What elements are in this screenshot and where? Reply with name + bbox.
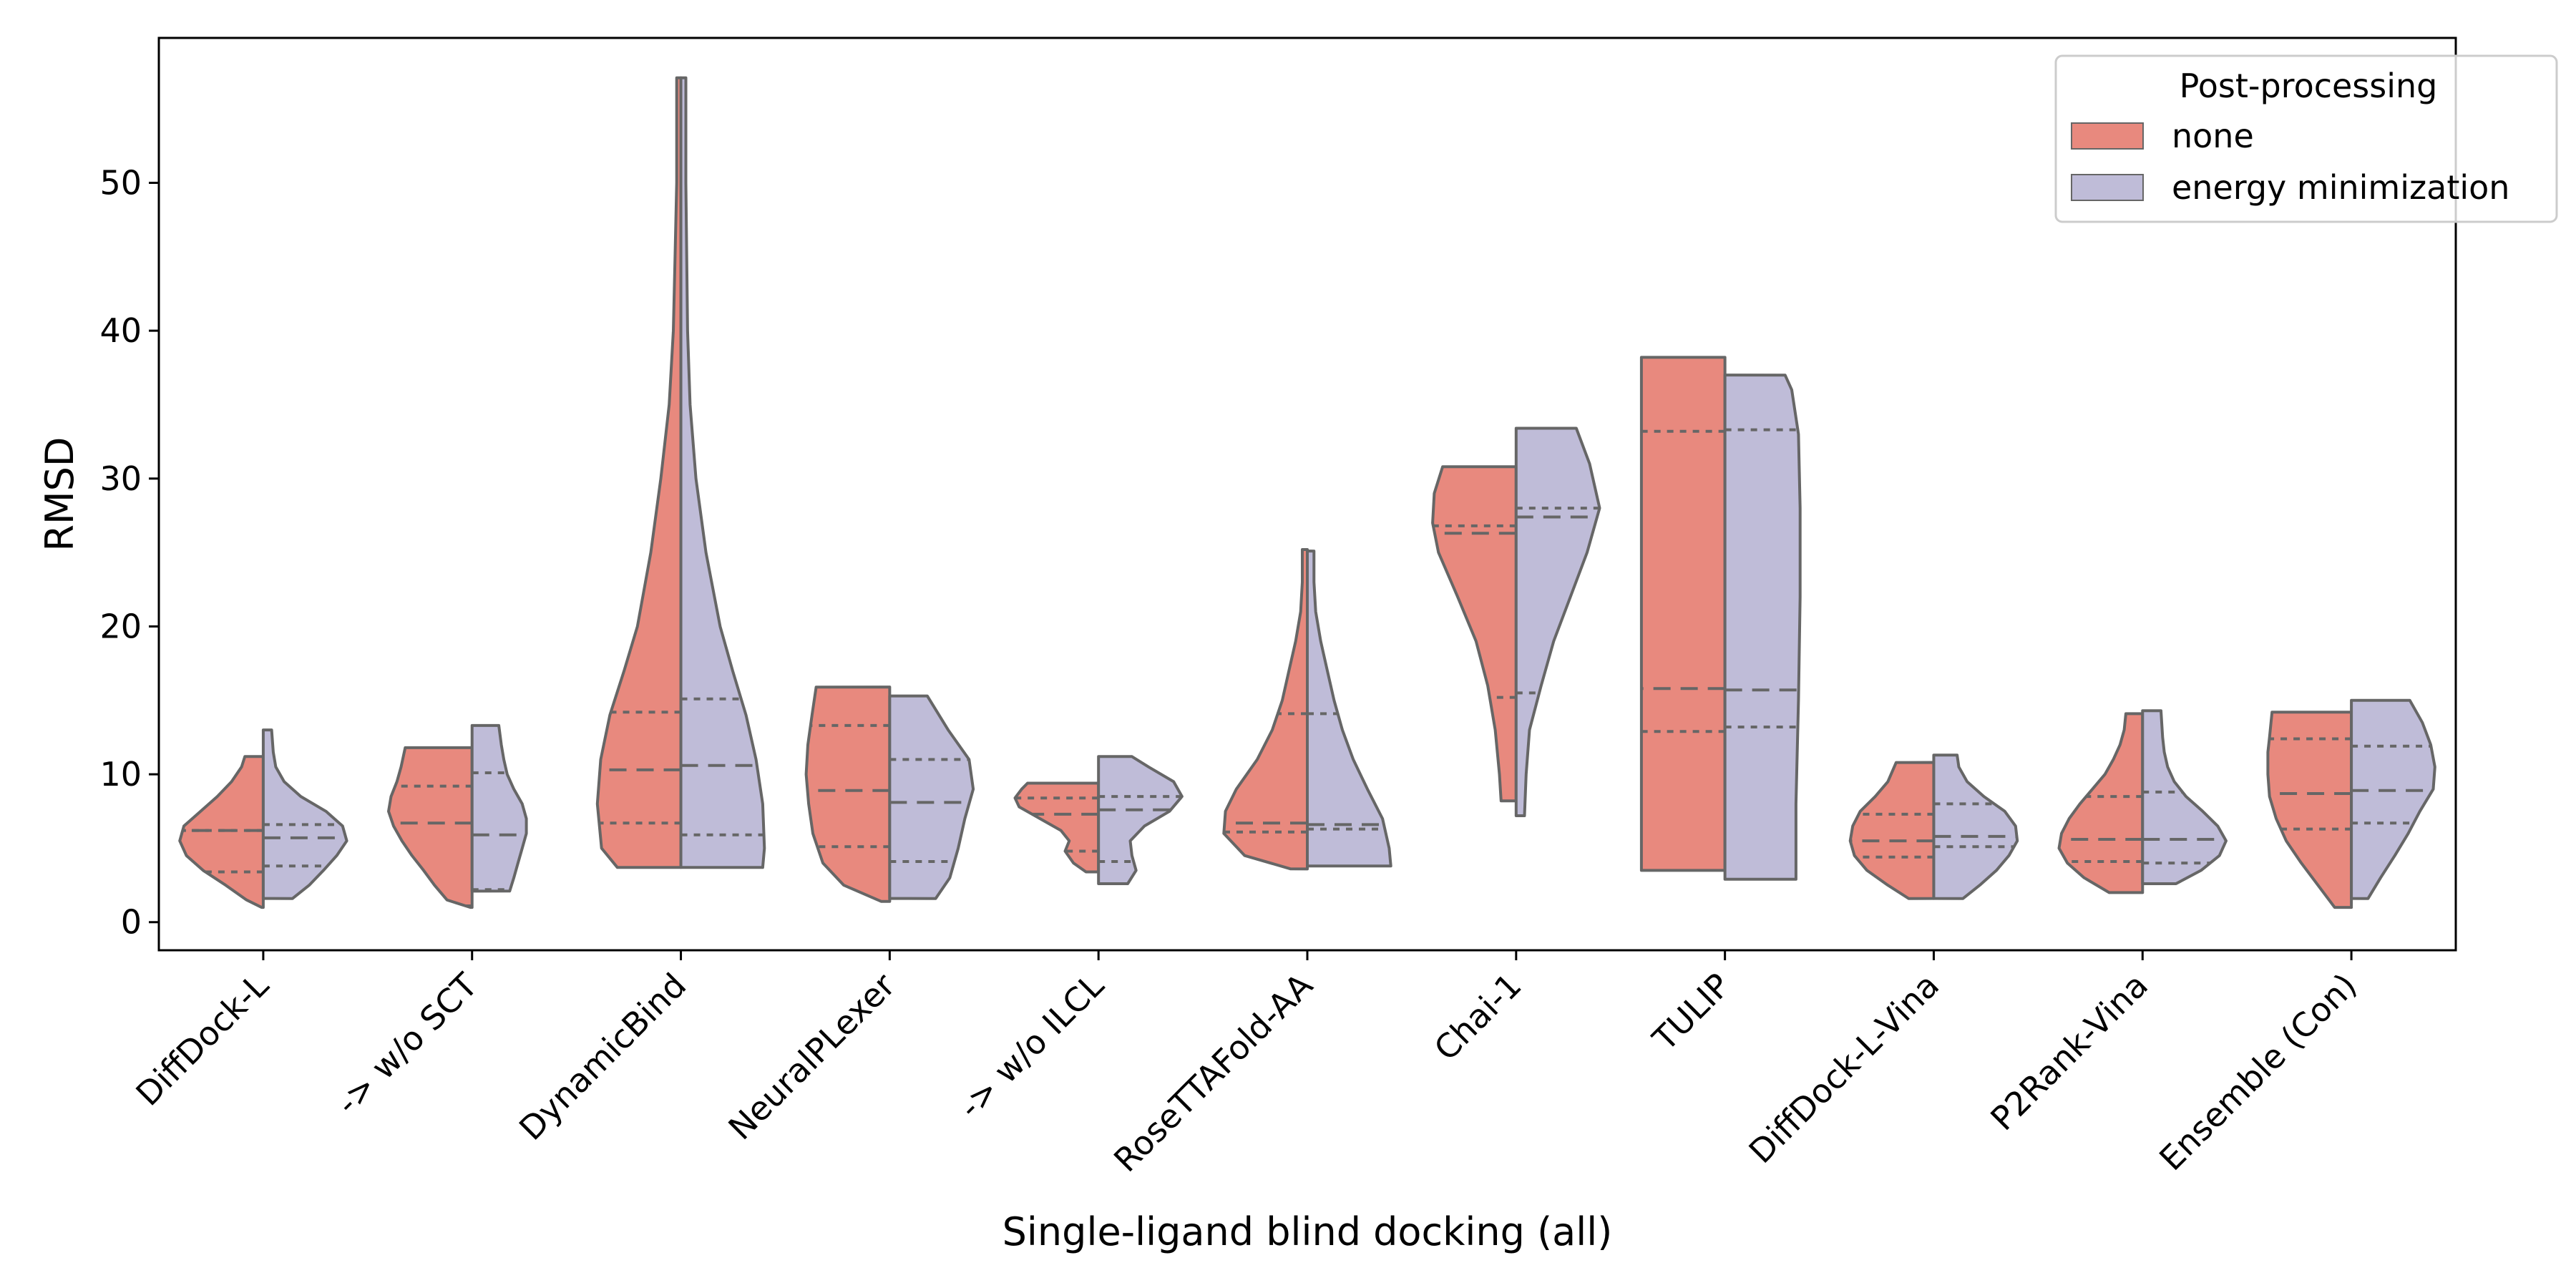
legend-title: Post-processing — [2180, 67, 2438, 105]
violin-energy-minimization-chai-1 — [1514, 426, 1601, 817]
violins-layer — [178, 76, 2436, 909]
violin-body — [1932, 753, 2019, 900]
violin-body — [888, 694, 975, 900]
violin-body — [1431, 465, 1518, 803]
violin-none-diffdock-l-vina — [1848, 761, 1936, 900]
violin-none-dynamicbind — [595, 76, 683, 869]
legend-swatch-none — [2071, 122, 2144, 150]
legend: Post-processing none energy minimization — [2054, 54, 2558, 223]
y-tick-label: 40 — [99, 311, 142, 350]
violin-body — [1514, 426, 1601, 817]
x-axis-title: Single-ligand blind docking (all) — [1002, 1209, 1613, 1254]
violin-body — [2057, 712, 2145, 894]
legend-swatch-energy-minimization — [2071, 174, 2144, 201]
y-axis-title: RMSD — [37, 437, 82, 552]
violin-energy-minimization-tulip — [1723, 374, 1802, 881]
violin-none-w-o-sct — [387, 746, 474, 909]
violin-energy-minimization-diffdock-l — [261, 728, 348, 900]
violin-body — [595, 76, 683, 869]
violin-body — [178, 755, 265, 909]
violin-body — [1097, 755, 1184, 886]
violin-none-chai-1 — [1431, 465, 1518, 803]
violin-none-w-o-ilcl — [1013, 781, 1101, 874]
y-tick-label: 20 — [99, 607, 142, 645]
legend-label-none: none — [2172, 117, 2254, 155]
violin-none-ensemble-con — [2266, 711, 2353, 909]
plot-frame — [157, 36, 2457, 952]
violin-body — [1306, 550, 1392, 868]
violin-energy-minimization-rosettafold-aa — [1306, 550, 1392, 868]
violin-none-neuralplexer — [804, 686, 892, 903]
violin-body — [1639, 356, 1727, 872]
violin-energy-minimization-ensemble-con — [2350, 698, 2436, 900]
violin-body — [2350, 698, 2436, 900]
violin-body — [1848, 761, 1936, 900]
legend-frame — [2054, 54, 2558, 223]
violin-body — [261, 728, 348, 900]
violin-none-rosettafold-aa — [1222, 547, 1309, 871]
legend-label-energy-minimization: energy minimization — [2172, 168, 2509, 207]
violin-energy-minimization-dynamicbind — [679, 76, 766, 869]
violin-body — [387, 746, 474, 909]
violin-energy-minimization-w-o-ilcl — [1097, 755, 1184, 886]
violin-body — [679, 76, 766, 869]
violin-energy-minimization-diffdock-l-vina — [1932, 753, 2019, 900]
violin-energy-minimization-p2rank-vina — [2141, 709, 2228, 886]
violin-body — [804, 686, 892, 903]
y-tick-label: 50 — [99, 164, 142, 203]
violin-body — [2266, 711, 2353, 909]
violin-energy-minimization-neuralplexer — [888, 694, 975, 900]
y-tick-label: 0 — [121, 903, 142, 942]
violin-none-p2rank-vina — [2057, 712, 2145, 894]
violin-energy-minimization-w-o-sct — [470, 723, 528, 893]
violin-body — [1723, 374, 1802, 881]
y-tick-label: 30 — [99, 459, 142, 498]
y-axis: 0 10 20 30 40 50 — [99, 164, 159, 942]
violin-none-tulip — [1639, 356, 1727, 872]
y-tick-label: 10 — [99, 755, 142, 794]
violin-none-diffdock-l — [178, 755, 265, 909]
violin-body — [1222, 547, 1309, 871]
violin-body — [1013, 781, 1101, 874]
violin-body — [470, 723, 528, 893]
